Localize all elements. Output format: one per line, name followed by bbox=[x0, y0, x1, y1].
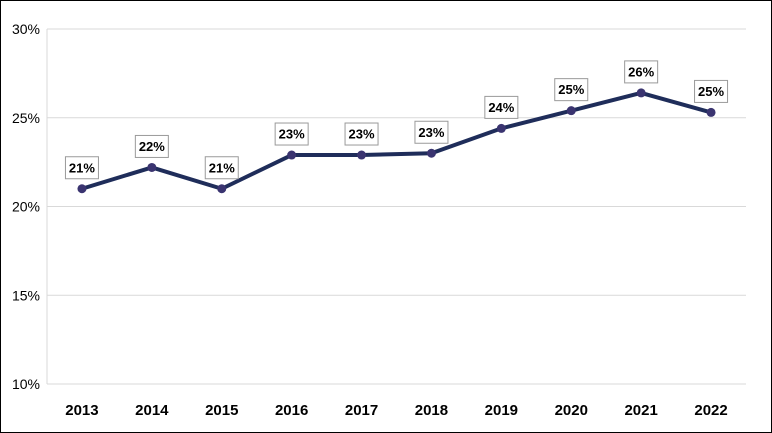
data-point bbox=[357, 150, 367, 160]
data-label-box bbox=[64, 156, 99, 180]
x-tick-label: 2020 bbox=[555, 402, 588, 419]
x-tick-label: 2017 bbox=[345, 402, 378, 419]
y-axis-tick-labels: 10% 15% 20% 25% 30% bbox=[12, 21, 40, 392]
x-tick-label: 2019 bbox=[485, 402, 518, 419]
data-label: 23% bbox=[414, 120, 449, 144]
data-points bbox=[77, 88, 716, 194]
data-label-text: 22% bbox=[139, 139, 165, 154]
data-label-text: 23% bbox=[349, 127, 375, 142]
x-tick-label: 2018 bbox=[415, 402, 448, 419]
data-label-box bbox=[344, 122, 379, 146]
data-label: 21% bbox=[64, 156, 99, 180]
data-label-text: 24% bbox=[488, 100, 514, 115]
data-point bbox=[496, 123, 506, 133]
data-point bbox=[287, 150, 297, 160]
y-tick-label: 10% bbox=[12, 376, 40, 392]
data-label: 23% bbox=[274, 122, 309, 146]
data-label-text: 21% bbox=[69, 160, 95, 175]
data-label-text: 21% bbox=[209, 160, 235, 175]
data-label: 25% bbox=[694, 79, 729, 103]
y-tick-label: 25% bbox=[12, 110, 40, 126]
x-tick-label: 2022 bbox=[694, 402, 727, 419]
data-label-box bbox=[204, 156, 239, 180]
data-label: 22% bbox=[134, 134, 169, 158]
data-label-text: 25% bbox=[558, 82, 584, 97]
data-label-text: 23% bbox=[279, 127, 305, 142]
data-point bbox=[147, 162, 157, 172]
data-point bbox=[566, 106, 576, 116]
gridlines bbox=[46, 28, 746, 385]
data-label-text: 25% bbox=[698, 84, 724, 99]
y-tick-label: 30% bbox=[12, 21, 40, 37]
data-label-box bbox=[134, 134, 169, 158]
series-line bbox=[79, 90, 714, 191]
data-label-box bbox=[414, 120, 449, 144]
data-point bbox=[77, 184, 87, 194]
data-point bbox=[706, 107, 716, 117]
x-tick-label: 2021 bbox=[624, 402, 657, 419]
data-label: 25% bbox=[554, 78, 589, 102]
data-label: 21% bbox=[204, 156, 239, 180]
data-label: 26% bbox=[624, 60, 659, 84]
series-line-layer bbox=[79, 90, 714, 191]
data-label-box bbox=[624, 60, 659, 84]
x-axis-tick-labels: 2013 2014 2015 2016 2017 2018 2019 2020 2021 2022 bbox=[65, 402, 727, 419]
data-label-box bbox=[694, 79, 729, 103]
data-label-text: 23% bbox=[418, 125, 444, 140]
data-label-box bbox=[554, 78, 589, 102]
data-label: 23% bbox=[344, 122, 379, 146]
y-tick-label: 20% bbox=[12, 199, 40, 215]
data-point bbox=[217, 184, 227, 194]
x-tick-label: 2015 bbox=[205, 402, 238, 419]
data-label: 24% bbox=[484, 95, 519, 119]
data-label-text: 26% bbox=[628, 64, 654, 79]
y-tick-label: 15% bbox=[12, 287, 40, 303]
data-labels: 21% 22% 21% 23% 23% 23% 24% 25% 26% 25% bbox=[64, 60, 729, 180]
data-label-box bbox=[274, 122, 309, 146]
data-point bbox=[636, 88, 646, 98]
x-tick-label: 2013 bbox=[65, 402, 98, 419]
x-tick-label: 2016 bbox=[275, 402, 308, 419]
x-tick-label: 2014 bbox=[135, 402, 169, 419]
data-point bbox=[426, 148, 436, 158]
data-label-box bbox=[484, 95, 519, 119]
